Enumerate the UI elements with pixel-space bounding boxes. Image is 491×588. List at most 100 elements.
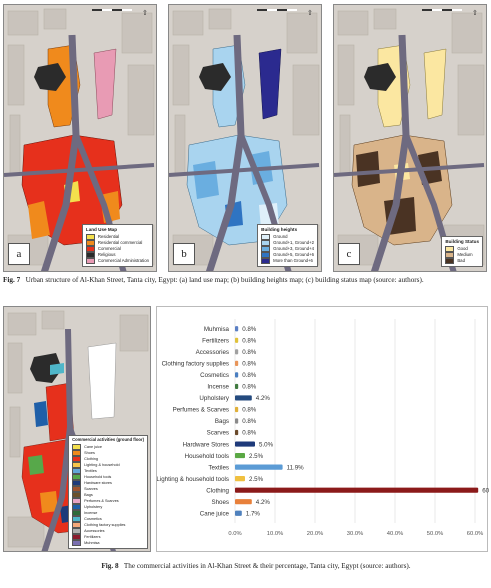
category-label: Cosmetics xyxy=(200,372,229,379)
bar xyxy=(235,406,239,413)
legend-swatch xyxy=(72,444,82,450)
x-tick-label: 10.0% xyxy=(267,531,283,537)
figure-8-label: Fig. 8 xyxy=(101,562,119,570)
bar xyxy=(235,476,245,482)
bar xyxy=(235,349,239,355)
legend-swatch xyxy=(72,462,82,468)
legend-item: Commercial Administration xyxy=(85,258,149,264)
data-label: 0.8% xyxy=(242,337,257,344)
legend-item: Cane juice xyxy=(72,444,144,450)
land-use-map: ⇧ a Land Use Map Residential Residential … xyxy=(3,4,157,272)
legend-swatch xyxy=(72,486,82,492)
bar xyxy=(235,360,239,366)
bar-chart-svg: 0.0% 10.0% 20.0% 30.0% 40.0% 50.0% 60.0% Muhmis… xyxy=(157,319,489,537)
bar xyxy=(235,499,252,505)
legend-swatch xyxy=(72,522,82,528)
legend-label: Scarves xyxy=(84,486,98,491)
legend-label: Shoes xyxy=(84,450,95,455)
legend-item: Household tools xyxy=(72,474,144,480)
figure-7-caption: Fig. 7 Urban structure of Al-Khan Street… xyxy=(3,276,487,285)
legend-label: Commercial Administration xyxy=(97,258,149,264)
legend-label: Ground xyxy=(273,234,288,240)
land-use-map-graphic xyxy=(4,5,156,271)
legend-label: Cane juice xyxy=(84,444,103,449)
data-label: 0.8% xyxy=(242,384,257,391)
legend-label: Incense xyxy=(84,510,98,515)
legend-item: Residential xyxy=(85,234,149,240)
category-label: Clothing factory supplies xyxy=(162,361,229,368)
x-tick-label: 50.0% xyxy=(427,531,443,537)
category-label: Fertilizers xyxy=(202,337,229,344)
building-status-map-graphic xyxy=(334,5,486,271)
legend-swatch xyxy=(72,498,82,504)
legend-title: Land Use Map xyxy=(85,227,118,233)
legend-swatch xyxy=(72,516,82,522)
legend-label: Cosmetics xyxy=(84,516,102,521)
data-label: 5.0% xyxy=(259,441,274,448)
bar xyxy=(235,510,242,516)
bar xyxy=(235,441,255,447)
commercial-activities-map: Commercial activities (ground floor) Can… xyxy=(3,306,151,552)
legend-label: Medium xyxy=(457,252,473,258)
legend-item: Fertilizers xyxy=(72,534,144,540)
legend-swatch xyxy=(72,468,82,474)
legend-item: Bad xyxy=(445,258,479,264)
legend-title: Building heights xyxy=(261,227,298,233)
figure-8-caption-text: The commercial activities in Al-Khan Str… xyxy=(123,562,411,570)
legend-label: Ground+3, Ground+4 xyxy=(273,246,314,252)
category-label: Cane juice xyxy=(200,510,230,517)
legend-label: Residential xyxy=(97,234,120,240)
scale-bar-icon xyxy=(422,9,462,11)
category-label: Accessories xyxy=(196,349,229,356)
panel-letter-c: c xyxy=(338,243,360,265)
legend-label: Muhmisa xyxy=(84,540,100,545)
legend-label: Ground+1, Ground+2 xyxy=(273,240,314,246)
legend-label: Commercial xyxy=(97,246,121,252)
data-label: 60.8% xyxy=(482,487,489,494)
category-label: Lighting & household tools xyxy=(157,476,229,483)
legend-item: Textiles xyxy=(72,468,144,474)
legend-label: Residential commercial xyxy=(97,240,143,246)
data-label: 11.9% xyxy=(287,464,305,471)
data-label: 4.2% xyxy=(256,499,271,506)
legend-swatch xyxy=(85,258,95,264)
legend-swatch xyxy=(85,252,95,258)
legend-item: Shoes xyxy=(72,450,144,456)
legend-swatch xyxy=(261,234,271,240)
bar xyxy=(235,326,239,332)
legend-title: Commercial activities (ground floor) xyxy=(72,437,144,443)
legend-item: Upholstery xyxy=(72,504,144,510)
figure-7-label: Fig. 7 xyxy=(3,276,21,284)
commercial-activities-legend: Commercial activities (ground floor) Can… xyxy=(68,435,148,549)
x-tick-label: 60.0% xyxy=(467,531,483,537)
legend-swatch xyxy=(261,246,271,252)
data-label: 0.8% xyxy=(242,349,257,356)
legend-swatch xyxy=(72,450,82,456)
legend-item: Clothing factory supplies xyxy=(72,522,144,528)
legend-swatch xyxy=(261,258,271,264)
legend-item: Hardware stores xyxy=(72,480,144,486)
legend-swatch xyxy=(72,456,82,462)
data-label: 0.8% xyxy=(242,372,257,379)
bar xyxy=(235,452,245,459)
building-status-map: ⇧ c Building Status Good Medium Bad xyxy=(333,4,487,272)
legend-item: Incense xyxy=(72,510,144,516)
legend-item: Ground+3, Ground+4 xyxy=(261,246,314,252)
legend-swatch xyxy=(445,258,455,264)
data-label: 0.8% xyxy=(242,361,257,368)
legend-label: Household tools xyxy=(84,474,112,479)
legend-item: Bags xyxy=(72,492,144,498)
north-arrow-icon: ⇧ xyxy=(307,10,313,17)
figure-7-caption-text: Urban structure of Al-Khan Street, Tanta… xyxy=(25,276,424,284)
category-label: Shoes xyxy=(211,499,229,506)
data-label: 0.8% xyxy=(242,418,257,425)
legend-item: Scarves xyxy=(72,486,144,492)
category-label: Hardware Stores xyxy=(183,441,229,448)
scale-bar-icon xyxy=(92,9,132,11)
legend-item: More than Ground+6 xyxy=(261,258,314,264)
bar xyxy=(235,383,239,390)
legend-label: Perfumes & Scarves xyxy=(84,498,119,503)
land-use-legend: Land Use Map Residential Residential comm… xyxy=(81,224,153,267)
legend-swatch xyxy=(72,480,82,486)
legend-label: More than Ground+6 xyxy=(273,258,313,264)
